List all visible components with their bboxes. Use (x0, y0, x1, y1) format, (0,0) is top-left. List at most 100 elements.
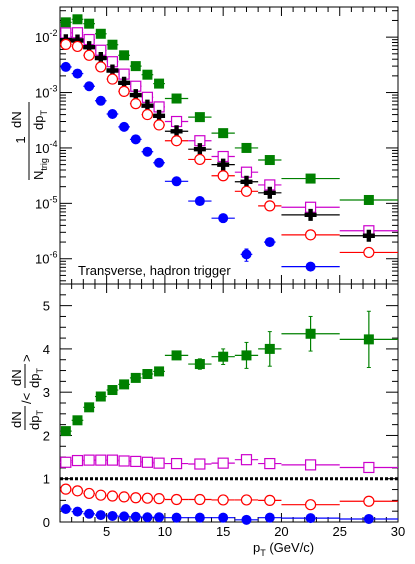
data-point (153, 109, 166, 122)
data-point (71, 454, 84, 467)
data-point (95, 489, 107, 501)
x-tick-label: 10 (158, 524, 172, 539)
series (60, 38, 398, 259)
data-point (170, 493, 183, 506)
data-point (194, 512, 205, 523)
svg-text:dN: dN (9, 111, 24, 128)
data-point (130, 61, 141, 72)
svg-text:dpT: dpT (27, 410, 45, 430)
y-tick-label: 10-2 (35, 28, 57, 45)
y-tick-label: 0 (43, 515, 50, 530)
y-tick-label: 4 (43, 342, 50, 357)
data-point (171, 512, 182, 523)
y-tick-label: 10-4 (35, 139, 57, 156)
data-point (106, 64, 119, 77)
data-point (305, 513, 316, 524)
top-y-axis-label: 1 Ntrig dN dpT (9, 102, 49, 180)
data-point (154, 512, 165, 523)
data-point (170, 135, 183, 147)
data-point (83, 454, 95, 466)
y-tick-label: 5 (43, 299, 50, 314)
data-point (141, 456, 154, 468)
data-point (363, 495, 375, 507)
data-point (194, 153, 206, 166)
data-point (170, 115, 183, 128)
panel-annotation: Transverse, hadron trigger (78, 263, 231, 278)
svg-text:Ntrig: Ntrig (31, 158, 49, 180)
data-point (119, 511, 130, 522)
data-point (130, 492, 142, 504)
series (60, 310, 398, 437)
data-point (141, 108, 154, 121)
series (60, 14, 398, 205)
data-point (72, 14, 83, 25)
data-point (218, 512, 229, 523)
data-point (84, 81, 95, 92)
data-point (71, 485, 84, 497)
data-point (60, 61, 71, 72)
series (60, 27, 398, 237)
y-tick-label: 10-6 (35, 250, 57, 267)
data-point (71, 34, 84, 47)
data-point (60, 426, 71, 437)
bottom-panel-ratio: 5 10 15 20 25 30 0 1 2 3 4 5 (43, 283, 405, 539)
data-point (194, 112, 205, 123)
data-point (363, 461, 375, 474)
x-tick-label: 20 (274, 524, 288, 539)
bottom-y-axis-label: dN dpT /< dN dpT > (9, 354, 45, 430)
data-point (106, 454, 119, 466)
data-point (153, 457, 165, 469)
x-tick-label: 30 (391, 524, 405, 539)
y-tick-label: 10-3 (35, 84, 57, 101)
x-tick-label: 15 (216, 524, 230, 539)
data-point (264, 155, 275, 166)
data-point (241, 142, 252, 153)
data-point (171, 93, 182, 104)
y-tick-label: 10-5 (35, 194, 57, 211)
data-point (107, 108, 118, 119)
data-point (362, 229, 375, 242)
series (59, 34, 398, 242)
data-point (119, 50, 130, 61)
data-point (363, 513, 374, 524)
data-point (241, 350, 252, 361)
data-point (305, 173, 316, 184)
data-point (60, 504, 71, 515)
series (60, 61, 340, 272)
y-tick-label: 3 (43, 385, 50, 400)
data-point (264, 343, 275, 354)
data-point (84, 18, 95, 29)
data-point (107, 39, 118, 50)
data-point (194, 458, 206, 470)
data-point (240, 175, 253, 188)
top-panel-log-spectra: 10-6 10-5 10-4 10-3 10-2 (35, 6, 399, 285)
data-point (119, 379, 130, 390)
data-point (60, 456, 72, 468)
bottom-frame (59, 283, 399, 523)
svg-text:/<: /< (19, 393, 34, 404)
data-point (60, 17, 71, 28)
data-point (130, 372, 141, 383)
data-point (129, 89, 142, 102)
data-point (240, 185, 253, 197)
series (60, 504, 398, 525)
data-point (60, 38, 72, 50)
data-point (95, 61, 107, 73)
data-point (194, 196, 205, 207)
data-point (264, 494, 276, 506)
data-point (171, 176, 182, 187)
data-point (218, 213, 229, 224)
data-point (72, 68, 83, 79)
svg-text:dN: dN (9, 411, 24, 428)
data-point (154, 157, 165, 168)
svg-text:dN: dN (9, 369, 24, 386)
x-axis-label: pT (GeV/c) (253, 540, 314, 558)
data-point (118, 455, 130, 467)
data-point (154, 78, 165, 89)
data-point (60, 483, 72, 495)
svg-text:1: 1 (13, 136, 28, 143)
data-point (217, 494, 229, 506)
data-point (194, 359, 205, 370)
data-point (106, 73, 119, 85)
data-point (218, 128, 229, 139)
